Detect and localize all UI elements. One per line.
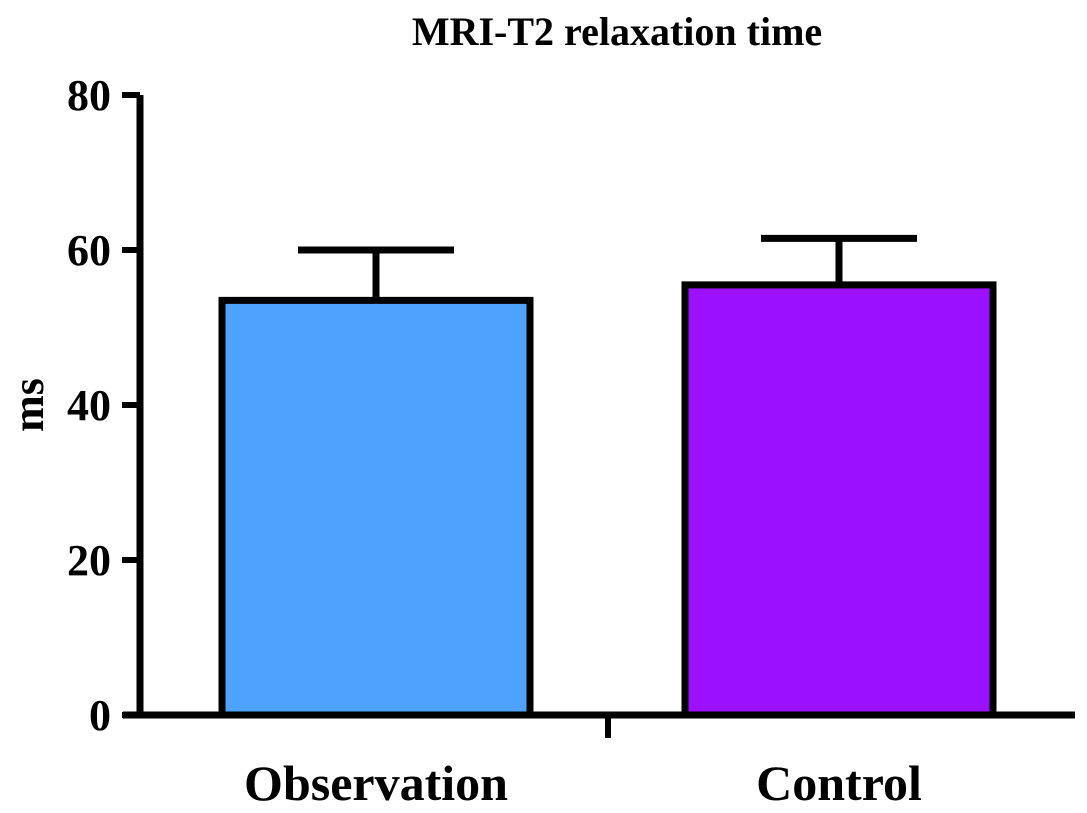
category-labels: Observation Control bbox=[244, 755, 922, 811]
bar-observation bbox=[218, 296, 534, 719]
y-axis-label: ms bbox=[4, 378, 53, 432]
bar-control bbox=[681, 281, 997, 719]
error-bars bbox=[298, 234, 917, 301]
category-label: Control bbox=[756, 755, 922, 811]
y-tick-label: 0 bbox=[89, 691, 111, 740]
chart-title: MRI-T2 relaxation time bbox=[412, 9, 822, 54]
category-label: Observation bbox=[244, 755, 508, 811]
bars bbox=[218, 281, 997, 719]
y-tick-label: 60 bbox=[67, 226, 111, 275]
y-tick-label: 20 bbox=[67, 536, 111, 585]
y-tick-label: 80 bbox=[67, 71, 111, 120]
y-ticks: 0 20 40 60 80 bbox=[67, 71, 140, 740]
y-tick-label: 40 bbox=[67, 381, 111, 430]
